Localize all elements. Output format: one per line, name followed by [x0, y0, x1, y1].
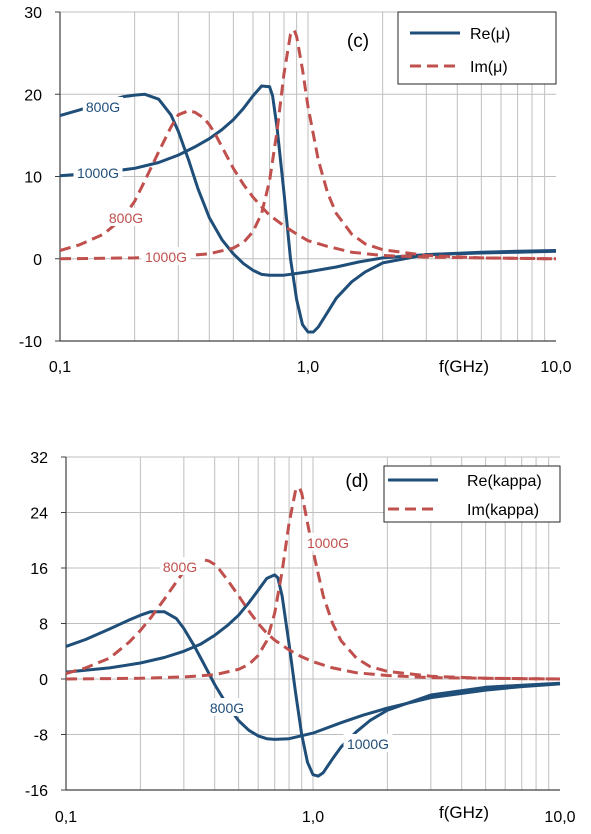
curve-label-bg — [206, 698, 248, 716]
x-axis-label: f(GHz) — [439, 803, 489, 822]
curve-label-bg — [82, 97, 124, 115]
curve-label: 1000G — [77, 165, 119, 181]
series-line-re-800G — [59, 92, 557, 277]
series-line-re-1000G — [65, 573, 561, 778]
chart-panel-0: -10 0 10 20 30 0,1 1,0 10,0 f(GHz) 800G 1000G 800G 1… — [19, 5, 572, 376]
curve-label: 800G — [163, 559, 197, 575]
y-tick-label: 24 — [30, 506, 48, 523]
x-tick-label: 10,0 — [544, 809, 575, 826]
y-tick-label: 16 — [30, 561, 48, 578]
y-tick-label: -16 — [25, 783, 48, 800]
y-tick-label: 20 — [24, 87, 42, 104]
legend-label: Im(kappa) — [467, 502, 539, 519]
curve-label: 800G — [109, 210, 143, 226]
y-tick-label: 0 — [39, 672, 48, 689]
legend-box — [397, 11, 557, 85]
legend: Re(kappa) Im(kappa) — [383, 465, 561, 523]
y-tick-label: 32 — [30, 450, 48, 467]
curve-label: 1000G — [145, 249, 187, 265]
curve-label-bg — [343, 734, 393, 752]
series-line-im-800G — [59, 109, 557, 261]
y-tick-label: 0 — [33, 252, 42, 269]
curve-label: 800G — [210, 700, 244, 716]
curve-label-bg — [73, 163, 123, 181]
y-tick-label: 10 — [24, 170, 42, 187]
legend-label: Re(kappa) — [467, 473, 542, 490]
curve-label-bg — [105, 208, 147, 226]
x-tick-label: 0,1 — [49, 359, 71, 376]
curve-label: 1000G — [307, 535, 349, 551]
panel-label: (d) — [345, 471, 368, 492]
curve-label-bg — [159, 557, 201, 575]
x-tick-label: 1,0 — [297, 359, 319, 376]
x-tick-label: 0,1 — [55, 809, 77, 826]
chart-panel-1: -16 -8 0 8 16 24 32 0,1 1,0 10,0 f(GHz) 800G 1000G 80… — [25, 450, 576, 826]
series-line-im-800G — [65, 557, 561, 681]
x-tick-label: 10,0 — [540, 359, 571, 376]
legend: Re(μ) Im(μ) — [397, 11, 557, 85]
curve-label: 1000G — [347, 736, 389, 752]
y-tick-label: 8 — [39, 617, 48, 634]
panel-label: (c) — [347, 31, 369, 52]
legend-box — [383, 465, 561, 523]
series-line-im-1000G — [65, 486, 561, 681]
curve-label-bg — [141, 247, 191, 265]
y-tick-label: -8 — [34, 728, 48, 745]
curve-label: 800G — [86, 99, 120, 115]
series-line-re-1000G — [59, 84, 557, 334]
x-axis-label: f(GHz) — [439, 357, 489, 376]
series-line-re-800G — [65, 610, 561, 741]
y-tick-label: 30 — [24, 5, 42, 22]
legend-label: Re(μ) — [470, 26, 510, 43]
legend-label: Im(μ) — [470, 59, 508, 76]
y-tick-label: -10 — [19, 334, 42, 351]
x-tick-label: 1,0 — [302, 809, 324, 826]
series-line-im-1000G — [59, 28, 557, 261]
curve-label-bg — [303, 533, 353, 551]
